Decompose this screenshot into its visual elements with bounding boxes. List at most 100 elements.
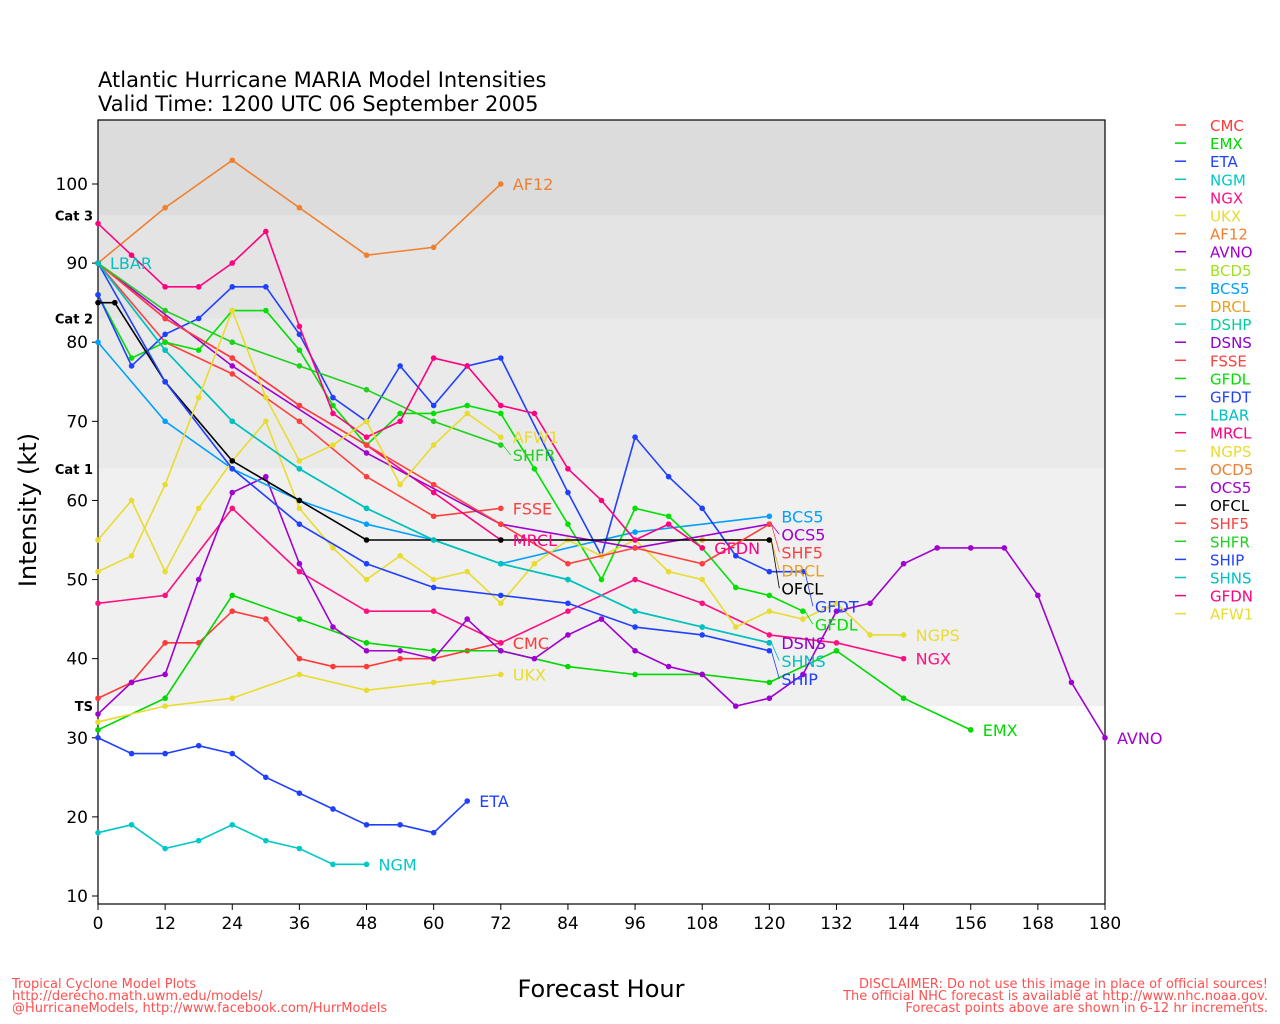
y-tick-label: 90 — [66, 254, 88, 274]
data-point — [330, 806, 336, 812]
data-point — [363, 608, 370, 614]
data-point — [296, 671, 303, 678]
data-point — [766, 513, 773, 520]
data-point — [195, 347, 202, 353]
data-point — [397, 481, 403, 488]
data-point — [632, 529, 638, 535]
x-tick-label: 132 — [820, 914, 852, 934]
series-end-label: SHFR — [513, 446, 556, 465]
data-point — [565, 489, 571, 496]
data-point — [498, 434, 504, 440]
data-point — [162, 640, 168, 646]
data-point — [430, 442, 437, 448]
data-point — [598, 576, 605, 583]
data-point — [162, 204, 168, 211]
legend-label: ETA — [1210, 153, 1238, 171]
legend-label: CMC — [1210, 117, 1244, 135]
data-point — [229, 363, 236, 369]
data-point — [498, 505, 504, 512]
series-gfdn — [95, 220, 705, 551]
footer-left-line: @HurricaneModels, http://www.facebook.co… — [12, 1001, 387, 1016]
y-tick-label: 30 — [66, 729, 88, 749]
y-tick-label: 10 — [66, 887, 88, 907]
data-point — [128, 750, 135, 757]
data-point — [430, 513, 437, 520]
data-point — [296, 560, 303, 567]
data-point — [128, 355, 135, 361]
series-end-label: SHF5 — [781, 543, 823, 562]
data-point — [296, 363, 303, 369]
data-point — [430, 410, 437, 417]
data-point — [162, 845, 168, 852]
data-point — [296, 497, 303, 504]
data-point — [162, 307, 168, 314]
data-point — [699, 624, 705, 630]
data-point — [565, 576, 571, 583]
data-point — [397, 655, 403, 662]
data-point — [632, 545, 638, 551]
data-point — [363, 450, 370, 456]
series-end-label: AVNO — [1117, 729, 1162, 748]
data-point — [363, 521, 370, 527]
data-point — [1068, 679, 1075, 686]
data-point — [632, 576, 638, 583]
data-point — [766, 679, 773, 686]
data-point — [800, 608, 806, 614]
data-point — [195, 394, 202, 401]
data-point — [296, 568, 303, 575]
data-point — [330, 663, 336, 670]
footer-left-line: Tropical Cyclone Model Plots — [11, 977, 196, 992]
data-point — [867, 632, 873, 638]
data-point — [430, 576, 437, 583]
data-point — [699, 671, 705, 678]
data-point — [296, 655, 303, 662]
series-ngx — [95, 505, 907, 662]
data-point — [95, 299, 101, 306]
data-point — [229, 371, 236, 377]
data-point — [632, 537, 638, 543]
data-point — [665, 473, 672, 480]
series-end-label: NGPS — [916, 626, 960, 645]
data-point — [111, 299, 118, 306]
data-point — [128, 363, 135, 369]
data-point — [229, 260, 236, 266]
data-point — [766, 537, 773, 543]
data-point — [296, 616, 303, 622]
data-point — [229, 418, 236, 425]
data-point — [95, 695, 101, 702]
series-shns — [95, 260, 773, 646]
data-point — [699, 560, 705, 567]
x-tick-label: 24 — [221, 914, 243, 934]
data-point — [1001, 545, 1008, 551]
data-point — [900, 560, 907, 567]
data-point — [330, 394, 336, 401]
data-point — [430, 244, 437, 251]
data-point — [95, 711, 101, 717]
data-point — [229, 489, 236, 496]
data-point — [632, 624, 638, 630]
data-point — [95, 734, 101, 741]
data-point — [330, 861, 336, 868]
x-tick-label: 60 — [423, 914, 445, 934]
data-point — [967, 727, 974, 733]
series-ngm — [95, 821, 370, 868]
data-point — [229, 695, 236, 702]
data-point — [430, 655, 437, 662]
legend-label: DSHP — [1210, 316, 1251, 334]
data-point — [296, 331, 303, 338]
data-point — [397, 553, 403, 559]
label-leader — [770, 650, 780, 679]
data-point — [162, 339, 168, 346]
data-point — [800, 671, 806, 678]
data-point — [229, 307, 236, 314]
data-point — [296, 790, 303, 796]
data-point — [498, 410, 504, 417]
data-point — [162, 315, 168, 322]
series-lines — [95, 157, 1108, 868]
data-point — [699, 576, 705, 583]
data-point — [430, 829, 437, 836]
series-avno — [95, 473, 1108, 741]
legend-label: SHF5 — [1210, 515, 1249, 533]
legend-label: NGM — [1210, 171, 1246, 189]
label-leader — [804, 610, 814, 625]
